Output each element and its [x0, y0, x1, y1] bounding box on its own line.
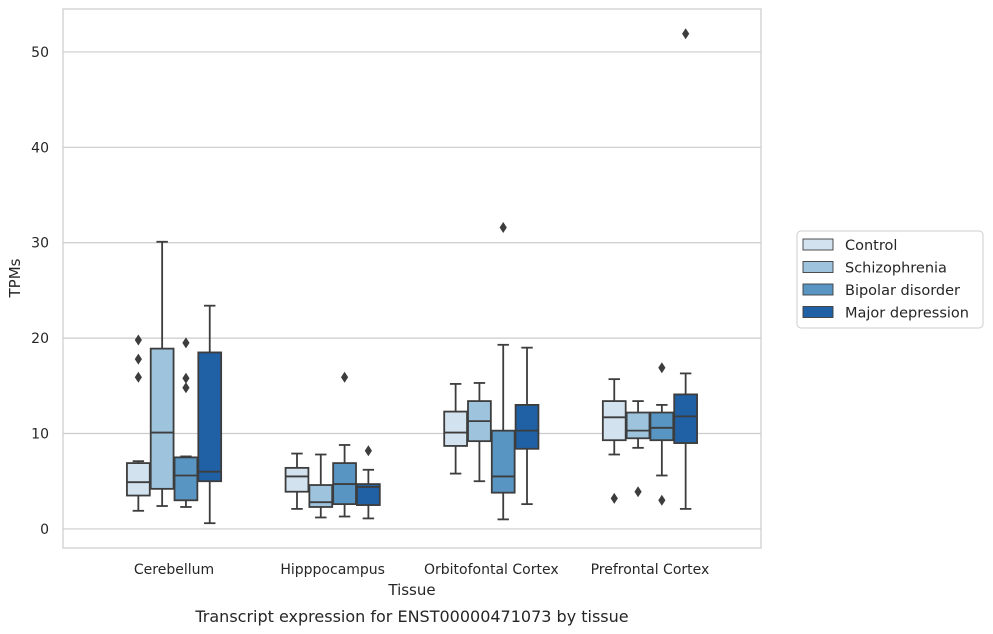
- box-iqr: [284, 466, 310, 493]
- box-iqr: [625, 411, 651, 440]
- box-iqr: [356, 483, 381, 506]
- x-tick-labels: Cerebellum Hipppocampus Orbitofontal Corte…: [134, 562, 709, 578]
- outlier-point: [634, 486, 642, 498]
- y-axis-title: TPMs: [6, 258, 24, 298]
- legend-label: Major depression: [845, 306, 969, 322]
- y-tick-label: 30: [31, 236, 49, 252]
- x-axis-title: Tissue: [387, 581, 435, 599]
- legend-swatch: [802, 238, 834, 251]
- x-tick-label: Cerebellum: [134, 562, 214, 578]
- x-tick-label: Prefrontal Cortex: [591, 562, 710, 578]
- legend-label: Control: [845, 238, 897, 254]
- legend-swatch: [802, 261, 834, 273]
- box-iqr: [601, 400, 627, 442]
- outlier-point: [182, 372, 190, 384]
- box-2-1: [467, 382, 492, 483]
- y-tick-label: 20: [31, 331, 49, 347]
- box-2-2: [490, 221, 516, 521]
- box-plot-marks: [126, 28, 698, 525]
- outlier-point: [340, 371, 349, 383]
- x-tick-label: Hipppocampus: [280, 562, 385, 578]
- outlier-point: [182, 337, 190, 349]
- legend-label: Bipolar disorder: [845, 283, 960, 299]
- outlier-point: [364, 445, 372, 457]
- legend: Control Schizophrenia Bipolar disorder Majo…: [796, 230, 984, 329]
- gridlines: [63, 51, 761, 530]
- y-tick-labels: 0 10 20 30 40 50: [31, 45, 49, 538]
- box-3-2: [649, 362, 675, 506]
- box-3-3: [673, 28, 698, 510]
- box-0-0: [126, 334, 151, 512]
- box-2-3: [514, 346, 540, 506]
- legend-label: Schizophrenia: [845, 261, 947, 277]
- y-tick-label: 40: [31, 140, 49, 156]
- box-iqr: [149, 347, 175, 490]
- figure-caption: Transcript expression for ENST0000047107…: [194, 607, 628, 626]
- outlier-point: [182, 382, 190, 394]
- box-iqr: [649, 411, 675, 442]
- y-tick-label: 10: [31, 427, 49, 443]
- box-3-0: [601, 378, 627, 504]
- y-tick-label: 0: [40, 522, 49, 538]
- outlier-point: [134, 334, 142, 346]
- box-0-1: [149, 240, 175, 507]
- outlier-point: [610, 492, 618, 504]
- legend-swatch: [802, 283, 834, 296]
- legend-swatch: [802, 306, 834, 318]
- box-2-0: [443, 383, 468, 475]
- plot-frame: [62, 8, 762, 549]
- box-1-2: [332, 371, 357, 518]
- outlier-point: [499, 221, 507, 233]
- outlier-point: [134, 371, 142, 383]
- box-1-0: [284, 452, 310, 510]
- outlier-point: [658, 494, 666, 506]
- box-0-3: [197, 304, 223, 525]
- box-iqr: [673, 393, 698, 444]
- outlier-point: [658, 362, 666, 374]
- box-iqr: [308, 484, 334, 508]
- box-iqr: [490, 429, 516, 494]
- box-1-3: [356, 445, 381, 520]
- box-iqr: [514, 404, 540, 450]
- box-3-1: [625, 400, 651, 498]
- y-tick-label: 50: [31, 45, 49, 61]
- outlier-point: [134, 353, 142, 365]
- box-0-2: [173, 337, 199, 508]
- legend-frame: [796, 230, 984, 329]
- box-iqr: [197, 351, 223, 483]
- outlier-point: [682, 28, 690, 40]
- box-iqr: [173, 456, 199, 502]
- box-1-1: [308, 453, 334, 519]
- box-iqr: [443, 410, 468, 447]
- box-iqr: [126, 462, 151, 497]
- x-tick-label: Orbitofontal Cortex: [424, 562, 559, 578]
